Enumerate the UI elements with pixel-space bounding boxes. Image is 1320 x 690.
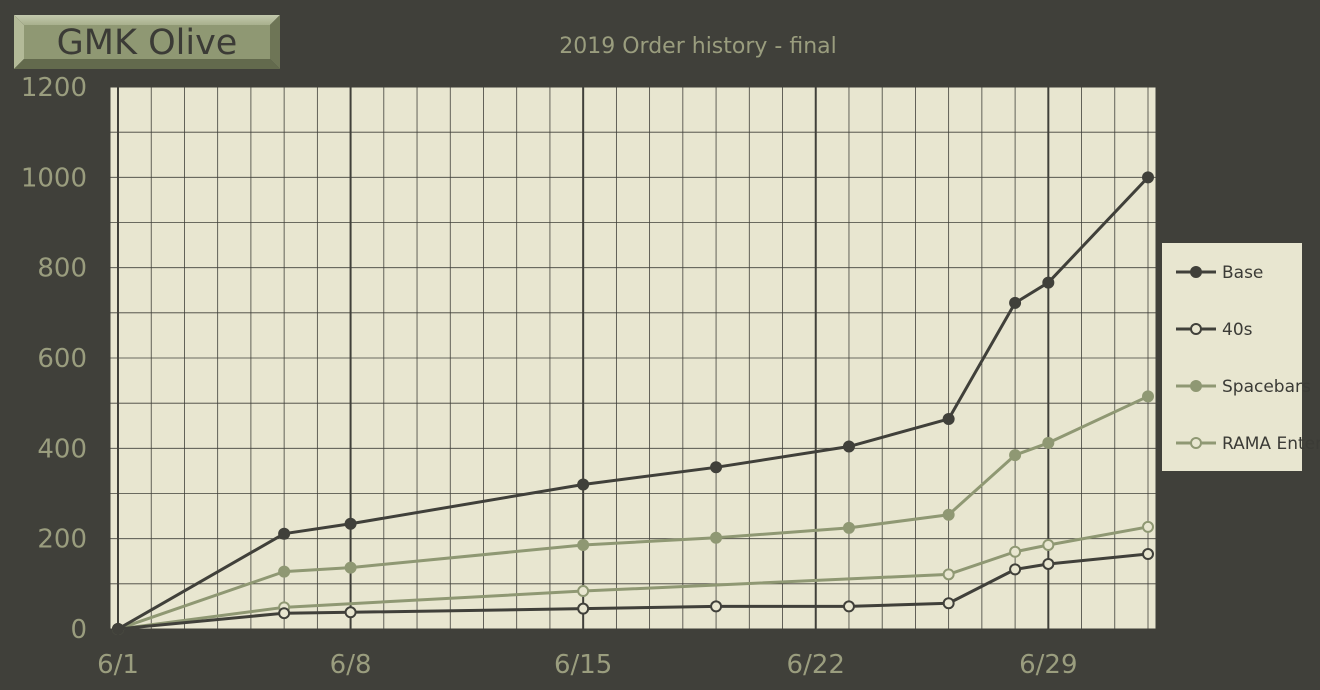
y-tick-label: 600 (37, 344, 87, 374)
legend-marker-40s (1190, 323, 1202, 335)
plot-border (109, 86, 1157, 630)
data-point-spacebars (1009, 449, 1022, 462)
data-point-rama-enter (577, 585, 590, 598)
data-point-spacebars (1142, 390, 1154, 403)
data-point-rama-enter (1042, 538, 1055, 551)
legend-label-spacebars: Spacebars (1222, 377, 1311, 397)
data-point-base (1009, 296, 1022, 309)
series-group (112, 171, 1154, 635)
data-point-rama-enter (1142, 520, 1154, 533)
data-point-base (1142, 171, 1154, 184)
y-tick-label: 400 (37, 434, 87, 464)
data-point-base (112, 623, 124, 635)
data-point-base (1042, 276, 1055, 289)
logo-face (24, 25, 270, 59)
x-tick-label: 6/29 (1019, 650, 1077, 680)
legend-box (1162, 243, 1302, 471)
data-point-40s (1042, 557, 1055, 570)
x-axis: 6/1 6/8 6/15 6/22 6/29 (97, 650, 1077, 680)
grid (109, 86, 1157, 630)
data-point-base (710, 461, 723, 474)
data-point-rama-enter (1009, 545, 1022, 558)
legend: Base 40s Spacebars RAMA Enter (1162, 243, 1320, 471)
x-tick-label: 6/1 (97, 650, 139, 680)
data-point-rama-enter (942, 568, 955, 581)
legend-marker-rama-enter (1190, 437, 1202, 449)
y-tick-label: 1000 (21, 163, 87, 193)
y-axis: 0 200 400 600 800 1000 1200 (21, 73, 87, 645)
y-tick-label: 800 (37, 254, 87, 284)
series-line-spacebars (117, 395, 1149, 631)
chart-title: 2019 Order history - final (559, 34, 836, 59)
data-point-spacebars (577, 538, 590, 551)
legend-label-base: Base (1222, 263, 1263, 283)
data-point-40s (1142, 548, 1154, 561)
legend-marker-base (1190, 266, 1202, 278)
series-line-40s (117, 552, 1149, 631)
series-line-base (117, 176, 1150, 631)
y-tick-label: 0 (70, 615, 87, 645)
y-tick-label: 200 (37, 525, 87, 555)
x-tick-label: 6/15 (554, 650, 612, 680)
legend-label-40s: 40s (1222, 320, 1253, 340)
data-point-base (942, 412, 955, 425)
data-point-40s (278, 607, 291, 620)
data-point-40s (842, 600, 855, 613)
data-point-40s (942, 597, 955, 610)
x-tick-label: 6/22 (787, 650, 845, 680)
data-point-base (344, 517, 357, 530)
y-tick-label: 1200 (21, 73, 87, 103)
logo-text: GMK Olive (57, 23, 238, 63)
data-point-spacebars (1042, 436, 1055, 449)
legend-marker-spacebars (1190, 380, 1202, 392)
data-point-spacebars (842, 521, 855, 534)
legend-label-rama-enter: RAMA Enter (1222, 434, 1320, 454)
data-point-base (842, 440, 855, 453)
data-point-base (577, 478, 590, 491)
data-point-spacebars (710, 531, 723, 544)
data-point-40s (710, 600, 723, 613)
data-point-40s (344, 606, 357, 619)
data-point-spacebars (278, 565, 291, 578)
data-point-spacebars (942, 508, 955, 521)
x-tick-label: 6/8 (330, 650, 372, 680)
data-point-40s (1009, 563, 1022, 576)
data-point-40s (577, 602, 590, 615)
logo-badge: GMK Olive (14, 15, 280, 69)
data-point-spacebars (344, 561, 357, 574)
data-point-base (278, 527, 291, 540)
